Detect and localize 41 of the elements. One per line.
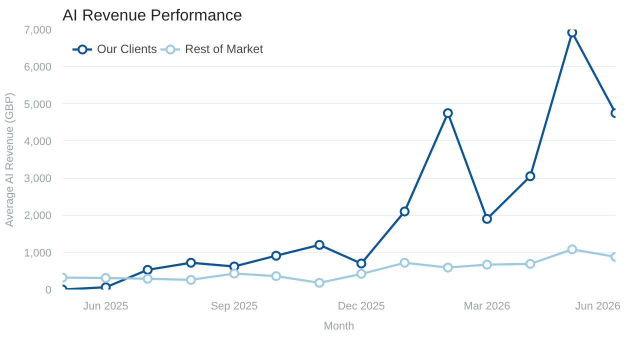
point: [442, 108, 453, 118]
x-tick-label: Mar 2026: [464, 300, 510, 312]
x-tick-label: Sep 2025: [210, 300, 258, 312]
x-axis-title: Month: [324, 320, 354, 332]
x-tick-label: Jun 2025: [83, 300, 128, 312]
point: [442, 262, 453, 273]
point: [100, 282, 111, 290]
legend-label: Rest of Market: [185, 42, 264, 56]
point: [100, 272, 111, 283]
point: [229, 268, 240, 279]
point: [400, 206, 410, 216]
y-tick-label: 2,000: [24, 210, 52, 222]
y-tick-label: 1,000: [24, 247, 52, 260]
x-tick-label: Jun 2026: [575, 300, 621, 312]
point: [525, 171, 536, 182]
point: [400, 258, 410, 268]
y-tick-label: 0: [45, 284, 52, 296]
y-tick-label: 7,000: [24, 24, 52, 36]
point: [482, 260, 492, 270]
point: [314, 278, 324, 288]
point: [142, 264, 153, 275]
chart-title: AI Revenue Performance: [62, 8, 242, 24]
point: [482, 214, 492, 224]
point: [271, 271, 282, 282]
point: [186, 274, 196, 285]
y-tick-label: 6,000: [24, 62, 52, 74]
point: [186, 258, 196, 268]
point: [356, 268, 366, 279]
point: [567, 30, 578, 38]
legend-label: Our Clients: [97, 42, 158, 56]
point: [271, 250, 282, 261]
point: [525, 258, 536, 269]
y-tick-label: 4,000: [24, 136, 52, 148]
y-tick-label: 3,000: [24, 173, 52, 186]
point: [356, 258, 366, 268]
point: [142, 274, 153, 284]
y-axis-title: Average AI Revenue (GBP): [4, 92, 16, 227]
point: [567, 244, 578, 254]
x-tick-label: Dec 2025: [338, 300, 385, 312]
point: [314, 240, 324, 250]
y-tick-label: 5,000: [24, 98, 52, 111]
